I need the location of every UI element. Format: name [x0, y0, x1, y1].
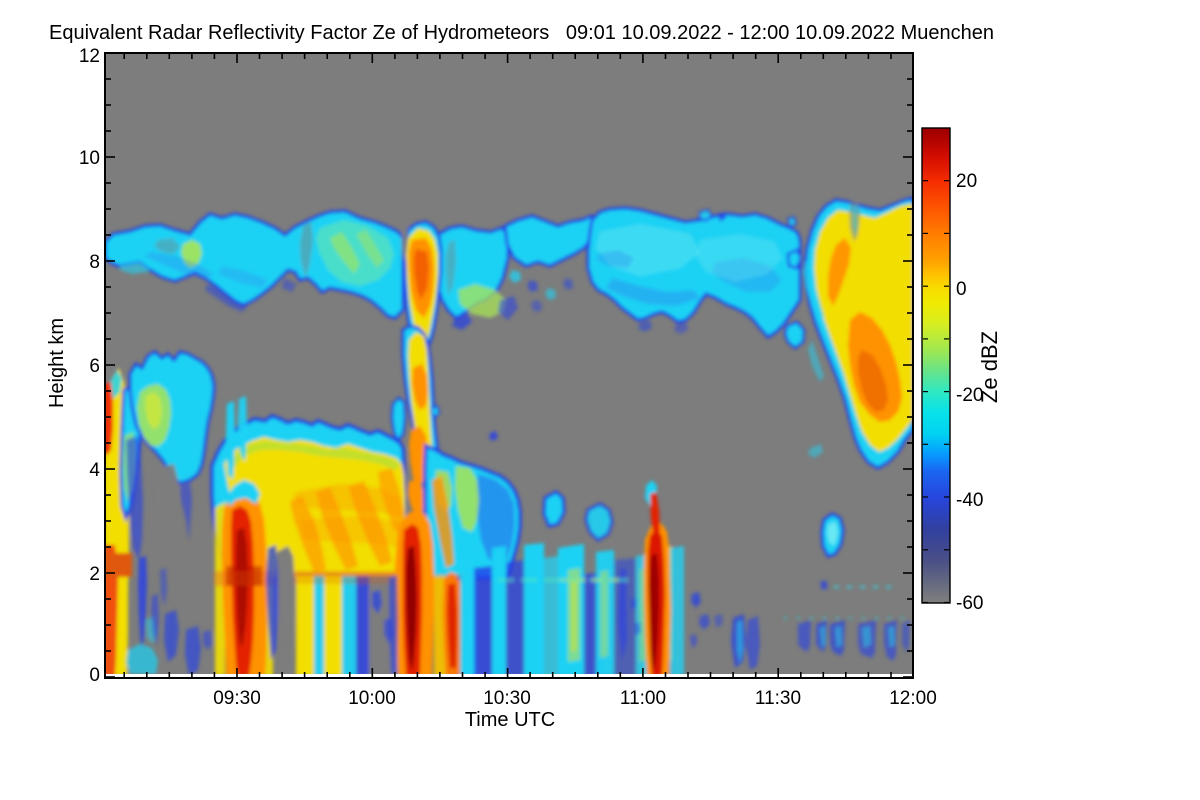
svg-text:2: 2 — [89, 564, 100, 585]
svg-text:12: 12 — [79, 46, 100, 67]
svg-text:12:00: 12:00 — [889, 688, 937, 709]
svg-text:Time UTC: Time UTC — [465, 709, 555, 731]
svg-text:8: 8 — [89, 252, 100, 273]
svg-text:-60: -60 — [956, 593, 983, 614]
svg-text:0: 0 — [89, 665, 100, 686]
svg-text:11:30: 11:30 — [755, 688, 801, 709]
svg-text:20: 20 — [956, 171, 977, 192]
svg-text:09:30: 09:30 — [213, 688, 261, 709]
svg-text:4: 4 — [89, 460, 100, 481]
svg-text:-40: -40 — [956, 490, 983, 511]
svg-text:-20: -20 — [956, 385, 983, 406]
svg-text:Equivalent Radar Reflectivity: Equivalent Radar Reflectivity Factor Ze … — [49, 22, 994, 44]
svg-text:Ze dBZ: Ze dBZ — [977, 331, 1002, 403]
svg-text:10: 10 — [79, 148, 100, 169]
svg-text:10:30: 10:30 — [483, 688, 531, 709]
svg-text:11:00: 11:00 — [620, 688, 666, 709]
svg-text:Height km: Height km — [46, 318, 68, 408]
svg-text:0: 0 — [956, 279, 967, 300]
svg-text:6: 6 — [89, 356, 100, 377]
svg-text:10:00: 10:00 — [348, 688, 396, 709]
